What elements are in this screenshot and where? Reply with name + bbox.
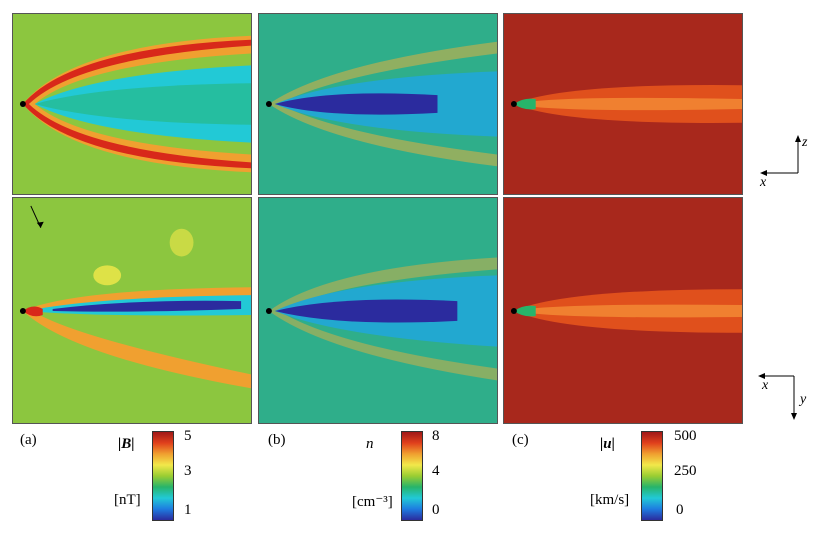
panel-c-top bbox=[503, 13, 743, 195]
colorbar-b-tick-min: 0 bbox=[432, 502, 440, 518]
colorbar-a-tick-mid: 3 bbox=[184, 463, 192, 479]
panel-a-bottom bbox=[12, 197, 252, 424]
panel-label-a: (a) bbox=[20, 432, 37, 448]
panel-a-top bbox=[12, 13, 252, 195]
colorbar-c-tick-min: 0 bbox=[676, 502, 684, 518]
colorbar-a-tick-min: 1 bbox=[184, 502, 192, 518]
axes-indicator-top: z x bbox=[758, 125, 818, 190]
colorbar-a bbox=[152, 431, 174, 521]
unit-label-c: [km/s] bbox=[590, 492, 630, 508]
quantity-label-b: n bbox=[366, 436, 374, 452]
colorbar-c-tick-max: 500 bbox=[674, 428, 697, 444]
quantity-label-a: |B| bbox=[118, 436, 135, 452]
axis-label-x: x bbox=[762, 378, 769, 393]
panel-b-top bbox=[258, 13, 498, 195]
axis-label-x: x bbox=[760, 175, 767, 190]
colorbar-b bbox=[401, 431, 423, 521]
quantity-label-c: |u| bbox=[600, 436, 615, 452]
axis-label-y: y bbox=[800, 392, 807, 407]
colorbar-c-tick-mid: 250 bbox=[674, 463, 697, 479]
colorbar-a-tick-max: 5 bbox=[184, 428, 192, 444]
colorbar-b-tick-mid: 4 bbox=[432, 463, 440, 479]
panel-label-b: (b) bbox=[268, 432, 286, 448]
axes-indicator-bottom: x y bbox=[758, 368, 818, 428]
axis-label-z: z bbox=[802, 135, 808, 150]
unit-label-a: [nT] bbox=[114, 492, 141, 508]
colorbar-c bbox=[641, 431, 663, 521]
panel-b-bottom bbox=[258, 197, 498, 424]
panel-c-bottom bbox=[503, 197, 743, 424]
unit-label-b: [cm⁻³] bbox=[352, 494, 393, 510]
panel-label-c: (c) bbox=[512, 432, 529, 448]
colorbar-b-tick-max: 8 bbox=[432, 428, 440, 444]
